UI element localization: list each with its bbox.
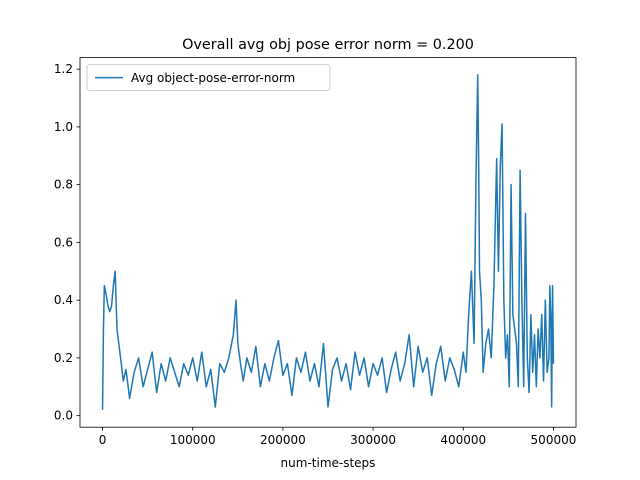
chart-title: Overall avg obj pose error norm = 0.200 xyxy=(182,37,474,53)
x-axis-ticks: 0 100000 200000 300000 400000 500000 xyxy=(99,427,577,447)
y-tick-label: 0.0 xyxy=(54,409,73,423)
x-tick-label: 400000 xyxy=(440,433,486,447)
y-tick-label: 1.0 xyxy=(54,120,73,134)
y-axis-ticks: 0.0 0.2 0.4 0.6 0.8 1.0 1.2 xyxy=(54,62,80,423)
x-tick-label: 100000 xyxy=(170,433,216,447)
y-tick-label: 0.4 xyxy=(54,293,73,307)
x-tick-label: 200000 xyxy=(260,433,306,447)
x-axis-label: num-time-steps xyxy=(281,456,376,470)
x-tick-label: 500000 xyxy=(531,433,577,447)
legend-box xyxy=(86,64,331,92)
y-tick-label: 0.8 xyxy=(54,178,73,192)
series-line-avg-object-pose-error-norm xyxy=(101,74,555,410)
y-tick-label: 0.2 xyxy=(54,351,73,365)
y-tick-label: 0.6 xyxy=(54,235,73,249)
legend: Avg object-pose-error-norm xyxy=(86,64,331,92)
legend-label: Avg object-pose-error-norm xyxy=(131,71,295,85)
y-tick-label: 1.2 xyxy=(54,62,73,76)
x-tick-label: 300000 xyxy=(350,433,396,447)
x-tick-label: 0 xyxy=(99,433,107,447)
plot-frame xyxy=(79,57,577,428)
plot-area xyxy=(101,74,555,410)
